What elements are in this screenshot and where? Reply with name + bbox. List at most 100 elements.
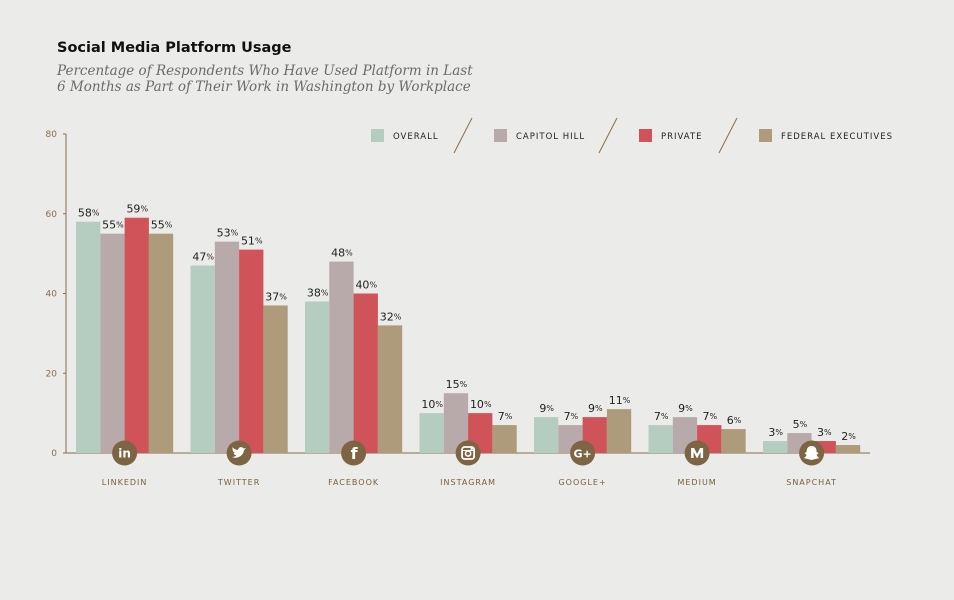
category-label: TWITTER (217, 478, 260, 487)
bar (419, 413, 444, 453)
bar (305, 301, 330, 453)
icon-glyph (691, 448, 704, 459)
bar (811, 441, 836, 453)
category-label: FACEBOOK (328, 478, 379, 487)
icon-glyph (232, 447, 247, 458)
value-label: 9% (539, 402, 554, 415)
y-tick-label: 20 (46, 369, 58, 379)
icon-glyph: in (118, 447, 131, 461)
value-label: 55% (151, 219, 173, 232)
value-labels: 58%55%59%55%47%53%51%37% 38%48%40%32%10%1… (78, 203, 856, 443)
value-label: 48% (331, 247, 353, 260)
medium-icon (684, 440, 710, 466)
category-labels: LINKEDIN TWITTER FACEBOOK INSTAGRAM GOOGLE+ M… (102, 478, 837, 487)
legend-item: OVERALL (371, 129, 438, 142)
bar (263, 305, 288, 453)
value-label: 3% (817, 426, 832, 439)
facebook-icon: f (341, 440, 367, 466)
category-label: SNAPCHAT (786, 478, 837, 487)
value-label: 37% (265, 290, 287, 303)
legend-swatch (759, 129, 772, 142)
legend-separator (718, 117, 738, 154)
bar (148, 233, 174, 453)
value-label: 7% (654, 410, 669, 423)
value-label: 58% (78, 207, 100, 220)
bar (648, 425, 673, 453)
legend-swatch (639, 129, 652, 142)
legend-item: FEDERAL EXECUTIVES (759, 129, 893, 142)
category-label: INSTAGRAM (440, 478, 496, 487)
icon-disc (455, 440, 481, 466)
chart-bars (76, 217, 861, 453)
bar (124, 217, 149, 453)
bar (534, 417, 559, 453)
value-label: 9% (588, 402, 603, 415)
icon-disc (112, 440, 138, 466)
y-tick-label: 80 (46, 130, 58, 140)
instagram-icon (455, 440, 481, 466)
bar (377, 325, 403, 453)
value-label: 7% (564, 410, 579, 423)
value-label: 15% (446, 378, 468, 391)
icon-glyph (461, 446, 476, 460)
google-plus-icon: G+ (570, 440, 596, 466)
legend-label: FEDERAL EXECUTIVES (781, 132, 893, 142)
category-label: MEDIUM (677, 478, 716, 487)
value-label: 38% (307, 286, 329, 299)
icon-glyph: G+ (573, 448, 591, 461)
category-label: LINKEDIN (102, 478, 148, 487)
bar (721, 429, 746, 453)
chart-legend: OVERALL CAPITOL HILL PRIVATE FEDERAL EXECUT… (371, 117, 893, 154)
icon-glyph: f (351, 444, 359, 463)
chart-title: Social Media Platform Usage (57, 40, 292, 56)
value-label: 6% (727, 414, 742, 427)
legend-label: PRIVATE (661, 132, 703, 142)
value-label: 7% (702, 410, 717, 423)
value-label: 47% (192, 251, 214, 264)
icon-disc (341, 440, 367, 466)
value-label: 9% (678, 402, 693, 415)
twitter-icon (226, 440, 252, 466)
chart-subtitle: Percentage of Respondents Who Have Used … (57, 63, 473, 95)
bar (76, 221, 101, 453)
category-icons: in f G+ (112, 440, 825, 466)
value-label: 7% (498, 410, 513, 423)
legend-separator (453, 117, 473, 154)
value-label: 51% (241, 235, 263, 248)
legend-item: CAPITOL HILL (494, 129, 585, 142)
linkedin-icon: in (112, 440, 138, 466)
bar (763, 441, 788, 453)
bar (353, 293, 378, 453)
legend-swatch (371, 129, 384, 142)
icon-glyph (803, 446, 820, 460)
icon-disc (684, 440, 710, 466)
bar (214, 241, 240, 453)
value-label: 3% (768, 426, 783, 439)
value-label: 55% (102, 219, 124, 232)
icon-glyph (470, 448, 473, 450)
legend-separator (598, 117, 618, 154)
value-label: 2% (841, 430, 856, 443)
category-label: GOOGLE+ (558, 478, 606, 487)
value-label: 11% (609, 394, 631, 407)
legend-item: PRIVATE (639, 129, 703, 142)
y-tick-label: 40 (46, 290, 58, 300)
bar (190, 265, 215, 453)
value-label: 10% (421, 398, 443, 411)
value-label: 5% (793, 418, 808, 431)
bar (329, 261, 354, 453)
value-label: 10% (470, 398, 492, 411)
y-tick-label: 0 (51, 449, 57, 459)
bar (835, 445, 861, 453)
bar (239, 249, 264, 453)
value-label: 59% (126, 203, 148, 216)
bar (492, 425, 517, 453)
value-label: 32% (380, 310, 402, 323)
legend-label: CAPITOL HILL (516, 132, 585, 142)
value-label: 53% (217, 227, 239, 240)
legend-swatch (494, 129, 507, 142)
bar (606, 409, 632, 453)
snapchat-icon (799, 440, 825, 466)
bar (100, 233, 125, 453)
